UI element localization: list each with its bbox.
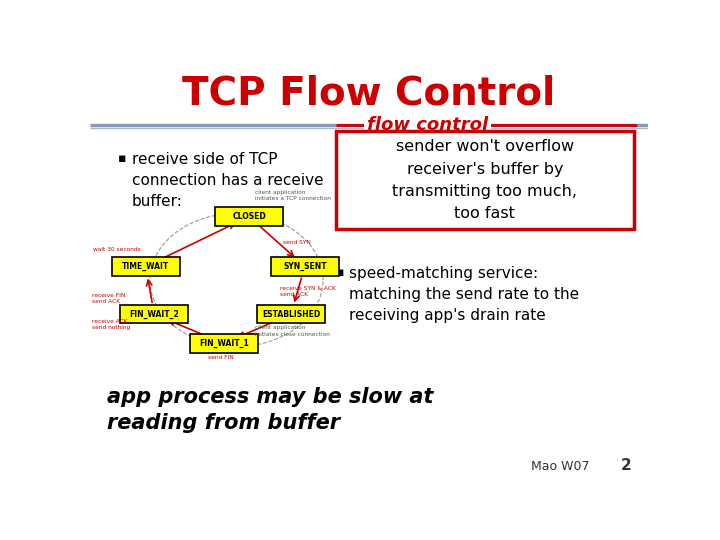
Text: sender won't overflow
receiver's buffer by
transmitting too much,
too fast: sender won't overflow receiver's buffer … [392,139,577,221]
Text: send SYN: send SYN [282,240,310,245]
Text: TIME_WAIT: TIME_WAIT [122,262,169,271]
Text: receive FIN
send ACK: receive FIN send ACK [91,293,125,304]
Text: FIN_WAIT_2: FIN_WAIT_2 [130,310,179,319]
Text: receive side of TCP
connection has a receive
buffer:: receive side of TCP connection has a rec… [132,152,323,209]
Text: flow control: flow control [367,116,488,134]
FancyBboxPatch shape [190,334,258,353]
Text: FIN_WAIT_1: FIN_WAIT_1 [199,339,249,348]
FancyBboxPatch shape [271,258,338,275]
FancyBboxPatch shape [257,305,325,323]
Text: wait 30 seconds: wait 30 seconds [93,247,140,252]
Text: TCP Flow Control: TCP Flow Control [182,75,556,113]
Text: app process may be slow at
reading from buffer: app process may be slow at reading from … [107,387,433,434]
Text: client application
initiates close connection: client application initiates close conne… [255,325,330,336]
FancyBboxPatch shape [112,258,179,275]
Text: ESTABLISHED: ESTABLISHED [262,310,320,319]
Text: speed-matching service:
matching the send rate to the
receiving app's drain rate: speed-matching service: matching the sen… [349,266,580,323]
Text: ▪: ▪ [336,266,344,280]
Text: 2: 2 [621,458,631,473]
Text: receive SYN & ACK
send ACK: receive SYN & ACK send ACK [280,286,336,297]
FancyBboxPatch shape [336,131,634,229]
Text: client application
initiates a TCP connection: client application initiates a TCP conne… [255,190,330,201]
FancyBboxPatch shape [215,207,283,226]
FancyBboxPatch shape [120,305,188,323]
Text: ▪: ▪ [118,152,127,165]
Text: CLOSED: CLOSED [232,212,266,221]
Text: SYN_SENT: SYN_SENT [283,262,327,271]
Text: receive ACK
send nothing: receive ACK send nothing [91,319,130,330]
Text: Mao W07: Mao W07 [531,460,589,473]
Text: send FIN: send FIN [208,355,234,360]
